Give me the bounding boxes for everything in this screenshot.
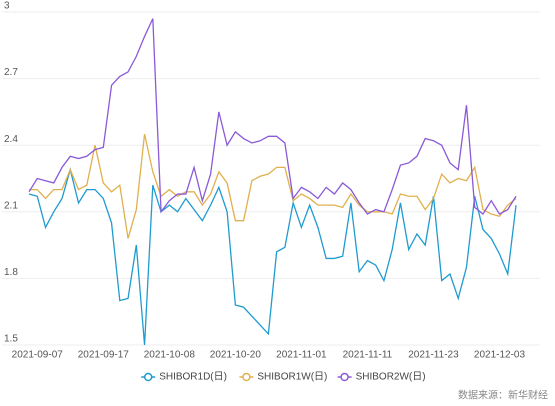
x-tick-label: 2021-10-08 <box>144 350 196 361</box>
source-note: 数据来源：新华财经 <box>458 389 548 402</box>
series-line <box>29 133 517 239</box>
legend-label: SHIBOR2W(日) <box>356 372 426 383</box>
x-tick-label: 2021-10-20 <box>210 350 262 361</box>
legend-marker <box>143 372 153 382</box>
legend-label: SHIBOR1D(日) <box>159 372 227 383</box>
y-tick-label: 2.4 <box>4 134 18 145</box>
y-tick-label: 1.5 <box>4 334 18 345</box>
x-tick-label: 2021-11-01 <box>276 350 327 361</box>
series-line <box>28 18 517 215</box>
y-tick-label: 2.1 <box>4 200 18 211</box>
x-tick-label: 2021-11-11 <box>343 350 393 361</box>
x-tick-label: 2021-12-03 <box>474 350 526 361</box>
series-line <box>28 167 517 346</box>
legend-marker <box>242 372 251 382</box>
y-tick-label: 2.7 <box>4 67 18 78</box>
x-tick-label: 2021-09-17 <box>78 350 130 361</box>
x-tick-label: 2021-11-23 <box>408 350 459 361</box>
y-tick-label: 3 <box>4 1 10 12</box>
y-tick-label: 1.8 <box>4 267 18 278</box>
legend-marker <box>340 372 349 382</box>
x-tick-label: 2021-09-07 <box>12 350 64 361</box>
legend-label: SHIBOR1W(日) <box>257 372 327 383</box>
